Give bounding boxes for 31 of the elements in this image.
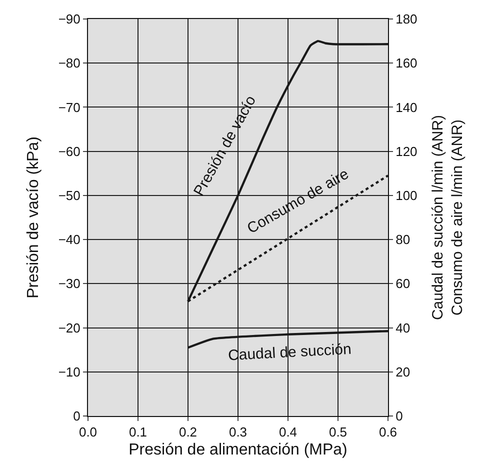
y2-tick-label: 40 — [396, 320, 410, 336]
x-tick-label: 0.4 — [278, 424, 298, 440]
x-axis-title: Presión de alimentación (MPa) — [128, 441, 348, 458]
y-tick-label: −50 — [58, 188, 80, 203]
y-tick-label: −90 — [58, 12, 80, 27]
x-tick-label: 0.1 — [128, 424, 148, 440]
y-tick-label: −30 — [58, 276, 80, 292]
x-tick-label: 0.5 — [328, 424, 348, 440]
y-tick-label: −70 — [58, 100, 80, 115]
y2-tick-label: 180 — [396, 12, 418, 27]
y2-tick-label: 20 — [396, 364, 410, 380]
y-tick-label: −40 — [58, 232, 80, 248]
x-tick-label: 0.0 — [78, 424, 98, 440]
y2-tick-label: 60 — [396, 276, 410, 292]
y-tick-label: −10 — [58, 364, 80, 380]
y-tick-label: 0 — [73, 408, 80, 424]
x-tick-label: 0.2 — [178, 424, 198, 440]
y2-tick-label: 160 — [396, 56, 418, 71]
y-tick-label: −60 — [58, 144, 80, 159]
annotation: Caudal de succión — [228, 340, 352, 364]
x-tick-label: 0.6 — [378, 424, 398, 440]
x-tick-label: 0.3 — [228, 424, 248, 440]
y2-axis-title: Caudal de succión l/min (ANR) Consumo de aire l/min (ANR) — [429, 114, 466, 320]
y2-tick-label: 80 — [396, 232, 410, 248]
y-tick-label: −80 — [58, 56, 80, 71]
y-axis-title: Presión de vacío (kPa) — [25, 136, 42, 298]
y2-tick-label: 140 — [396, 100, 418, 115]
y2-tick-label: 100 — [396, 188, 418, 203]
y-tick-label: −20 — [58, 320, 80, 336]
y2-tick-label: 0 — [396, 408, 403, 424]
y2-tick-label: 120 — [396, 144, 418, 159]
